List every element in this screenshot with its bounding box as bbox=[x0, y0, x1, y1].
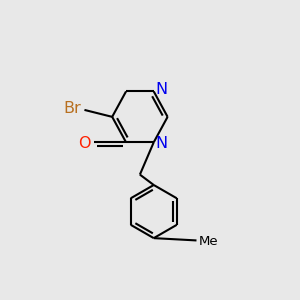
Text: N: N bbox=[155, 82, 167, 97]
Text: Br: Br bbox=[63, 101, 81, 116]
Bar bbox=[156, 86, 163, 92]
Text: O: O bbox=[78, 136, 90, 151]
Text: N: N bbox=[155, 136, 167, 151]
Text: Me: Me bbox=[199, 235, 218, 248]
Bar bbox=[83, 140, 90, 146]
Bar bbox=[156, 140, 163, 146]
Bar bbox=[69, 106, 82, 112]
